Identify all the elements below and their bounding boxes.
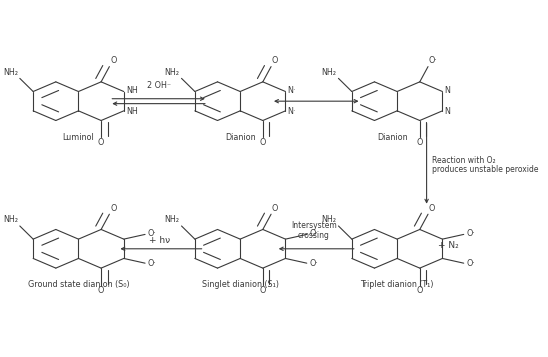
Text: N: N — [444, 86, 450, 95]
Text: NH₂: NH₂ — [3, 67, 18, 77]
Text: O·: O· — [466, 260, 475, 268]
Text: O: O — [416, 139, 423, 147]
Text: + hν: + hν — [149, 236, 170, 245]
Text: N·: N· — [287, 86, 296, 95]
Text: O·: O· — [147, 229, 156, 238]
Text: 2 OH⁻: 2 OH⁻ — [147, 81, 172, 90]
Text: Dianion: Dianion — [225, 133, 255, 142]
Text: O·: O· — [466, 229, 475, 238]
Text: Luminol: Luminol — [62, 133, 94, 142]
Text: produces unstable peroxide: produces unstable peroxide — [432, 165, 539, 174]
Text: N: N — [444, 107, 450, 116]
Text: N·: N· — [287, 107, 296, 116]
Text: Ground state dianion (S₀): Ground state dianion (S₀) — [27, 280, 129, 290]
Text: O·: O· — [429, 56, 438, 65]
Text: O: O — [272, 56, 278, 65]
Text: Dianion: Dianion — [377, 133, 408, 142]
Text: NH₂: NH₂ — [164, 215, 180, 224]
Text: Singlet dianion (S₁): Singlet dianion (S₁) — [202, 280, 279, 290]
Text: Intersystem
crossing: Intersystem crossing — [291, 221, 337, 240]
Text: NH: NH — [126, 86, 138, 95]
Text: O: O — [416, 286, 423, 295]
Text: NH₂: NH₂ — [164, 67, 180, 77]
Text: O: O — [429, 204, 435, 213]
Text: O·: O· — [309, 260, 318, 268]
Text: Reaction with O₂: Reaction with O₂ — [432, 156, 496, 165]
Text: O·: O· — [147, 260, 156, 268]
Text: O: O — [110, 204, 117, 213]
Text: O: O — [98, 286, 104, 295]
Text: NH: NH — [126, 107, 138, 116]
Text: O·: O· — [309, 229, 318, 238]
Text: NH₂: NH₂ — [322, 215, 336, 224]
Text: NH₂: NH₂ — [3, 215, 18, 224]
Text: O: O — [98, 139, 104, 147]
Text: Triplet dianion (T₁): Triplet dianion (T₁) — [361, 280, 434, 290]
Text: O: O — [260, 139, 266, 147]
Text: O: O — [260, 286, 266, 295]
Text: O: O — [110, 56, 117, 65]
Text: NH₂: NH₂ — [322, 67, 336, 77]
Text: O: O — [272, 204, 278, 213]
Text: + N₂: + N₂ — [437, 241, 458, 250]
